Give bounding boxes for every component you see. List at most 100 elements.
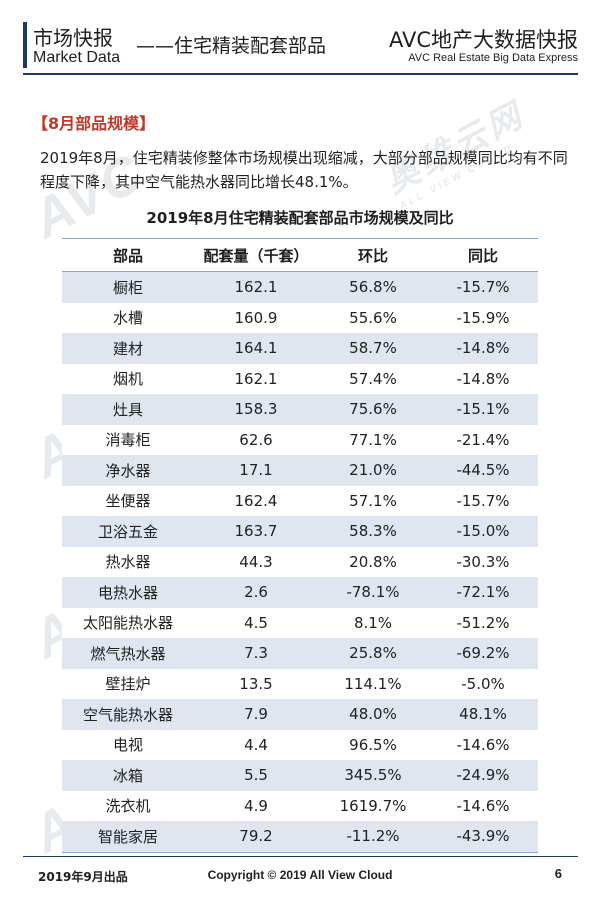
cell-volume: 163.7 — [194, 516, 318, 547]
header-title-en: Market Data — [33, 49, 121, 66]
header-brand-en: AVC Real Estate Big Data Express — [408, 52, 578, 64]
table-row: 灶具 158.3 75.6% -15.1% — [62, 394, 538, 425]
cell-yoy: -15.0% — [428, 516, 538, 547]
cell-mom: -78.1% — [318, 577, 428, 608]
cell-mom: 58.7% — [318, 333, 428, 364]
cell-volume: 158.3 — [194, 394, 318, 425]
cell-mom: 58.3% — [318, 516, 428, 547]
cell-volume: 162.1 — [194, 363, 318, 394]
cell-mom: 75.6% — [318, 394, 428, 425]
cell-mom: 20.8% — [318, 546, 428, 577]
cell-part: 太阳能热水器 — [62, 607, 194, 638]
table-row: 消毒柜 62.6 77.1% -21.4% — [62, 424, 538, 455]
cell-yoy: -72.1% — [428, 577, 538, 608]
cell-yoy: 48.1% — [428, 699, 538, 730]
cell-mom: 114.1% — [318, 668, 428, 699]
cell-volume: 62.6 — [194, 424, 318, 455]
cell-volume: 2.6 — [194, 577, 318, 608]
cell-volume: 162.1 — [194, 271, 318, 303]
cell-mom: 345.5% — [318, 760, 428, 791]
cell-mom: 1619.7% — [318, 790, 428, 821]
cell-volume: 17.1 — [194, 455, 318, 486]
cell-volume: 44.3 — [194, 546, 318, 577]
cell-yoy: -5.0% — [428, 668, 538, 699]
cell-volume: 13.5 — [194, 668, 318, 699]
cell-yoy: -14.8% — [428, 363, 538, 394]
header-brand: AVC地产大数据快报 — [388, 28, 578, 52]
cell-part: 橱柜 — [62, 271, 194, 303]
table-row: 卫浴五金 163.7 58.3% -15.0% — [62, 516, 538, 547]
cell-part: 洗衣机 — [62, 790, 194, 821]
cell-volume: 162.4 — [194, 485, 318, 516]
header-divider — [23, 73, 578, 75]
cell-yoy: -21.4% — [428, 424, 538, 455]
table-row: 建材 164.1 58.7% -14.8% — [62, 333, 538, 364]
cell-volume: 4.4 — [194, 729, 318, 760]
header-subtitle: ——住宅精装配套部品 — [136, 35, 327, 57]
cell-yoy: -24.9% — [428, 760, 538, 791]
cell-yoy: -15.9% — [428, 302, 538, 333]
parts-table: 部品 配套量（千套） 环比 同比 橱柜 162.1 56.8% -15.7% 水槽 160… — [62, 238, 538, 853]
column-header-mom: 环比 — [318, 238, 428, 272]
header-title-cn: 市场快报 — [33, 26, 113, 50]
column-header-volume: 配套量（千套） — [194, 238, 318, 272]
table-row: 燃气热水器 7.3 25.8% -69.2% — [62, 638, 538, 669]
footer-date: 2019年9月出品 — [38, 870, 128, 884]
cell-yoy: -51.2% — [428, 607, 538, 638]
cell-mom: 48.0% — [318, 699, 428, 730]
table-row: 洗衣机 4.9 1619.7% -14.6% — [62, 790, 538, 821]
table-row: 烟机 162.1 57.4% -14.8% — [62, 363, 538, 394]
table-row: 热水器 44.3 20.8% -30.3% — [62, 546, 538, 577]
cell-mom: 57.4% — [318, 363, 428, 394]
cell-mom: 96.5% — [318, 729, 428, 760]
table-row: 坐便器 162.4 57.1% -15.7% — [62, 485, 538, 516]
header-accent-bar — [23, 22, 27, 68]
cell-yoy: -14.6% — [428, 729, 538, 760]
cell-volume: 7.3 — [194, 638, 318, 669]
cell-yoy: -15.7% — [428, 271, 538, 303]
cell-part: 燃气热水器 — [62, 638, 194, 669]
table-title: 2019年8月住宅精装配套部品市场规模及同比 — [146, 209, 454, 227]
cell-part: 冰箱 — [62, 760, 194, 791]
table-row: 电视 4.4 96.5% -14.6% — [62, 729, 538, 760]
cell-yoy: -69.2% — [428, 638, 538, 669]
cell-part: 卫浴五金 — [62, 516, 194, 547]
table-row: 空气能热水器 7.9 48.0% 48.1% — [62, 699, 538, 730]
cell-yoy: -14.8% — [428, 333, 538, 364]
cell-mom: 21.0% — [318, 455, 428, 486]
cell-volume: 7.9 — [194, 699, 318, 730]
column-header-part: 部品 — [62, 238, 194, 272]
cell-volume: 160.9 — [194, 302, 318, 333]
cell-mom: -11.2% — [318, 821, 428, 853]
table-row: 智能家居 79.2 -11.2% -43.9% — [62, 821, 538, 853]
column-header-yoy: 同比 — [428, 238, 538, 272]
cell-part: 坐便器 — [62, 485, 194, 516]
table-row: 电热水器 2.6 -78.1% -72.1% — [62, 577, 538, 608]
cell-part: 空气能热水器 — [62, 699, 194, 730]
table-row: 橱柜 162.1 56.8% -15.7% — [62, 271, 538, 303]
page-number: 6 — [554, 866, 562, 881]
intro-paragraph: 2019年8月，住宅精装修整体市场规模出现缩减，大部分部品规模同比均有不同程度下… — [40, 149, 568, 191]
cell-part: 电视 — [62, 729, 194, 760]
cell-mom: 77.1% — [318, 424, 428, 455]
report-header: 市场快报 Market Data ——住宅精装配套部品 AVC地产大数据快报 A… — [0, 0, 600, 75]
cell-volume: 4.9 — [194, 790, 318, 821]
cell-part: 电热水器 — [62, 577, 194, 608]
cell-mom: 55.6% — [318, 302, 428, 333]
cell-part: 热水器 — [62, 546, 194, 577]
table-row: 壁挂炉 13.5 114.1% -5.0% — [62, 668, 538, 699]
cell-part: 消毒柜 — [62, 424, 194, 455]
cell-volume: 79.2 — [194, 821, 318, 853]
table-row: 太阳能热水器 4.5 8.1% -51.2% — [62, 607, 538, 638]
cell-part: 净水器 — [62, 455, 194, 486]
section-tag: 【8月部品规模】 — [32, 114, 156, 133]
table-header-row: 部品 配套量（千套） 环比 同比 — [62, 238, 538, 272]
cell-part: 水槽 — [62, 302, 194, 333]
cell-part: 灶具 — [62, 394, 194, 425]
cell-volume: 164.1 — [194, 333, 318, 364]
table-row: 净水器 17.1 21.0% -44.5% — [62, 455, 538, 486]
cell-yoy: -43.9% — [428, 821, 538, 853]
footer-copyright: Copyright © 2019 All View Cloud — [207, 868, 393, 882]
cell-volume: 4.5 — [194, 607, 318, 638]
cell-mom: 56.8% — [318, 271, 428, 303]
